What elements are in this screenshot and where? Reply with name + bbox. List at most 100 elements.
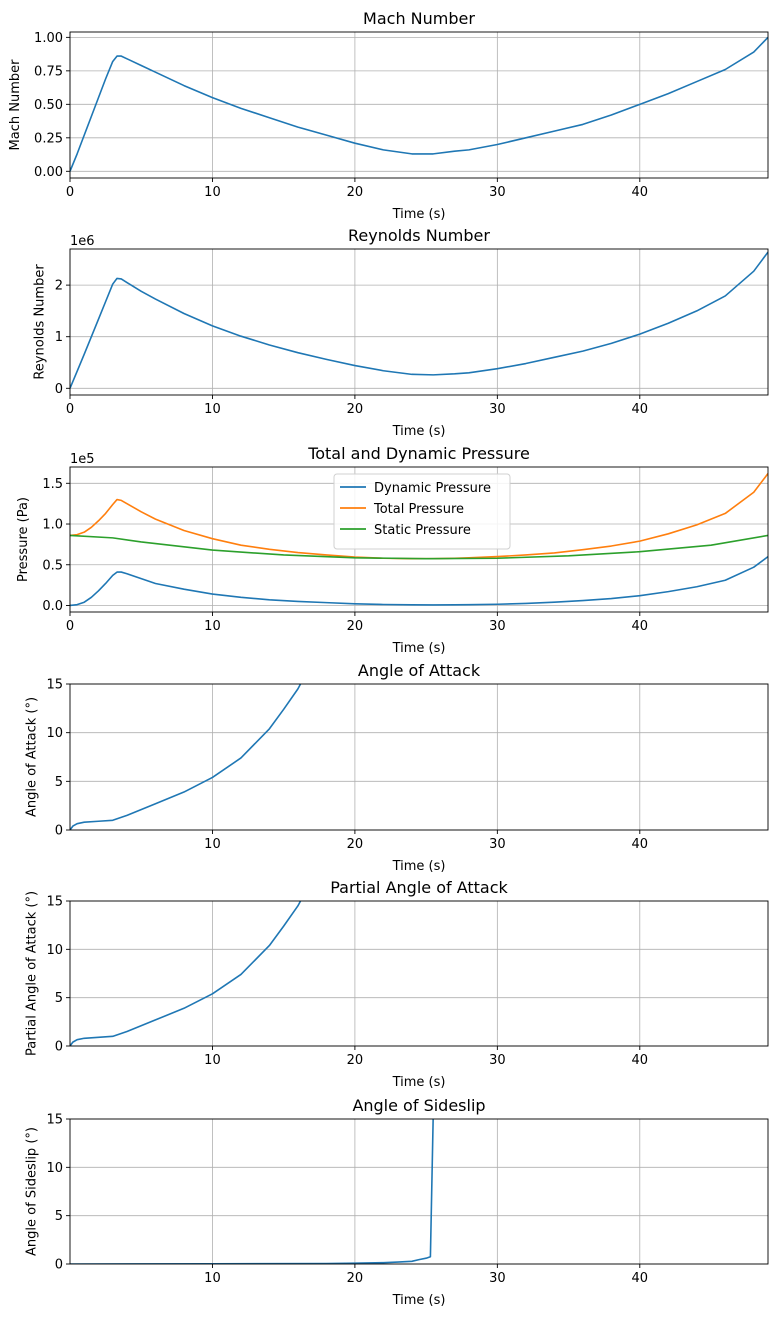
y-tick-label: 0 [55,1258,63,1273]
y-tick-label: 2 [55,279,63,294]
chart-panel-5: 10 20 30 40 0 5 10 15 Partial Angle of Attack Tim… [24,878,769,1090]
x-tick-label: 0 [66,402,74,417]
y-axis-label: Pressure (Pa) [16,497,31,582]
axes-frame [69,466,769,613]
x-tick-label: 20 [347,1053,364,1068]
y-tick-label: 0 [55,824,63,839]
x-tick-label: 0 [66,619,74,634]
x-tick-label: 10 [204,402,221,417]
series-line-1 [70,901,302,1046]
series-line-1 [70,251,768,389]
x-tick-label: 40 [632,1053,649,1068]
legend-box [333,473,511,550]
chart-title: Total and Dynamic Pressure [307,444,530,463]
chart-panel-3: 0 10 20 30 40 0.0 0.5 1.0 1.5 1e5 Total and Dynami… [16,444,769,656]
x-tick-label: 10 [204,185,221,200]
y-axis-label: Reynolds Number [33,264,48,380]
series-line-1 [70,36,768,172]
y-tick-label: 1.5 [42,477,63,492]
x-tick-label: 30 [489,402,506,417]
x-tick-label: 20 [347,837,364,852]
x-tick-label: 10 [204,1053,221,1068]
series-group [70,36,768,172]
x-tick-label: 30 [489,1053,506,1068]
series-line-3 [70,534,768,560]
y-axis-label: Angle of Sideslip (°) [24,1127,39,1256]
x-axis-label: Time (s) [392,1293,446,1308]
chart-title: Partial Angle of Attack [330,878,508,897]
series-line-2 [70,473,768,560]
axes-frame [69,1118,769,1265]
series-line-1 [70,684,302,830]
y-tick-label: 15 [46,678,63,693]
chart-panel-2: 0 10 20 30 40 0 1 2 1e6 Reynolds Number Time (s) Re… [33,226,769,439]
x-tick-label: 40 [632,185,649,200]
x-tick-label: 40 [632,402,649,417]
x-axis-label: Time (s) [392,859,446,874]
series-group [70,473,768,607]
x-tick-label: 30 [489,1271,506,1286]
x-tick-label: 10 [204,1271,221,1286]
series-group [70,684,302,830]
y-tick-label: 1.00 [34,31,63,46]
axes-frame [69,683,769,831]
chart-title: Reynolds Number [348,226,490,245]
chart-title: Angle of Sideslip [352,1096,485,1115]
x-tick-label: 20 [347,1271,364,1286]
x-tick-label: 40 [632,1271,649,1286]
axis-offset-text: 1e6 [70,234,95,249]
y-tick-label: 0 [55,1040,63,1055]
y-axis-label: Partial Angle of Attack (°) [24,891,39,1056]
y-tick-label: 15 [46,1113,63,1128]
series-group [70,1119,434,1264]
chart-panel-1: 0 10 20 30 40 0.00 0.25 0.50 0.75 1.00 Mach Number… [8,9,769,222]
legend-entry: Static Pressure [374,523,471,538]
legend: Dynamic Pressure Total Pressure Static Pre… [333,473,511,550]
legend-entry: Total Pressure [373,502,464,517]
y-axis-label: Mach Number [8,59,23,151]
y-tick-label: 5 [55,775,63,790]
axes-frame [69,248,769,396]
chart-panel-4: 10 20 30 40 0 5 10 15 Angle of Attack Time (s) Ang… [24,661,769,874]
x-tick-label: 30 [489,619,506,634]
axes-frame [69,31,769,179]
legend-entry: Dynamic Pressure [374,481,491,496]
y-axis-label: Angle of Attack (°) [24,697,39,817]
x-axis-label: Time (s) [392,207,446,222]
x-axis-label: Time (s) [392,424,446,439]
x-tick-label: 30 [489,837,506,852]
chart-title: Mach Number [363,9,475,28]
y-tick-label: 10 [46,726,63,741]
axis-offset-text: 1e5 [70,452,95,467]
series-group [70,251,768,389]
x-tick-label: 30 [489,185,506,200]
y-tick-label: 1.0 [42,518,63,533]
x-tick-label: 10 [204,619,221,634]
y-tick-label: 1 [55,330,63,345]
x-axis-label: Time (s) [392,1075,446,1090]
series-line-1 [70,1119,434,1264]
series-group [70,901,302,1046]
x-axis-label: Time (s) [392,641,446,656]
y-tick-label: 0.5 [42,558,63,573]
x-tick-label: 20 [347,185,364,200]
y-tick-label: 0.50 [34,98,63,113]
chart-panel-6: 10 20 30 40 0 5 10 15 Angle of Sideslip Time (s) A… [24,1096,769,1308]
x-tick-label: 20 [347,619,364,634]
y-tick-label: 10 [46,943,63,958]
x-tick-label: 0 [66,185,74,200]
chart-title: Angle of Attack [358,661,481,680]
x-tick-label: 10 [204,837,221,852]
series-line-1 [70,555,768,607]
y-tick-label: 0.25 [34,131,63,146]
y-tick-label: 0 [55,382,63,397]
x-tick-label: 20 [347,402,364,417]
y-tick-label: 0.00 [34,165,63,180]
y-tick-label: 5 [55,991,63,1006]
y-tick-label: 10 [46,1161,63,1176]
axes-frame [69,900,769,1047]
x-tick-label: 40 [632,837,649,852]
y-tick-label: 15 [46,895,63,910]
y-tick-label: 0.75 [34,64,63,79]
